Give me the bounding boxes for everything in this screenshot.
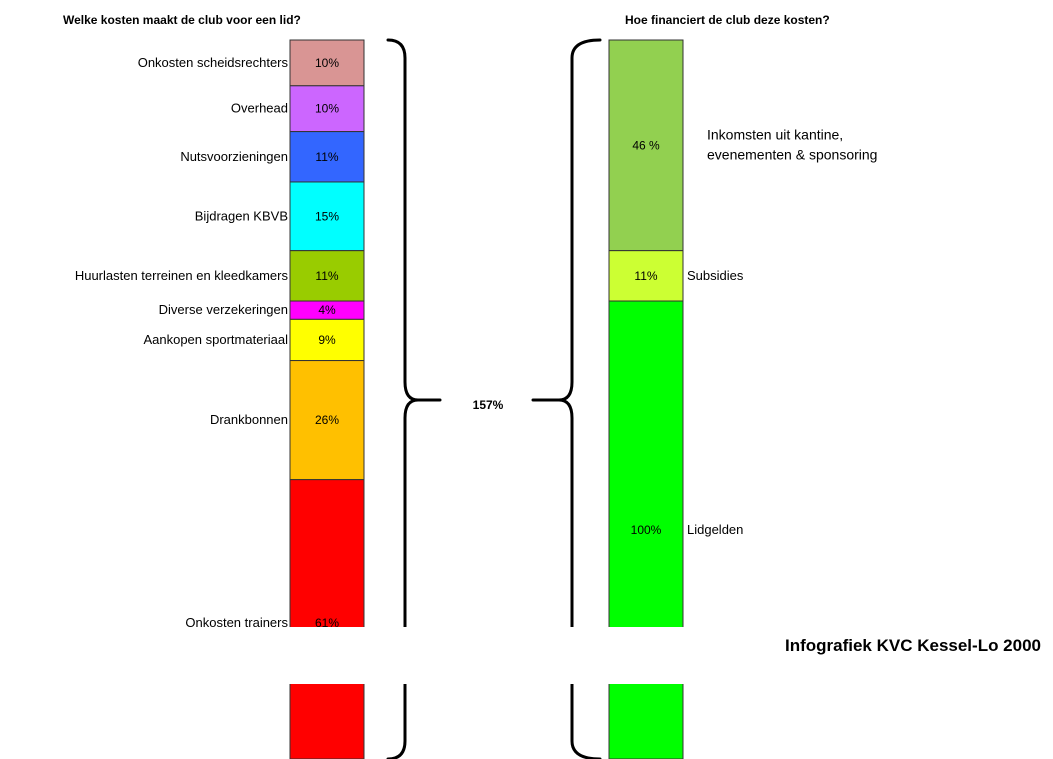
cost-category-label: Nutsvoorzieningen (180, 149, 288, 164)
cost-value-label: 11% (315, 269, 338, 283)
cost-value-label: 10% (315, 102, 339, 116)
credit-text: Infografiek KVC Kessel-Lo 2000 (784, 636, 1041, 655)
cost-segment (289, 479, 365, 759)
cost-segment (289, 39, 365, 87)
image-gap (0, 627, 1053, 684)
cost-category-label: Bijdragen KBVB (195, 208, 288, 223)
financing-value-label: 100% (631, 523, 662, 537)
cost-category-label: Diverse verzekeringen (159, 302, 288, 317)
cost-category-label: Aankopen sportmateriaal (143, 332, 288, 347)
cost-value-label: 61% (315, 616, 339, 630)
financing-value-label: 46 % (632, 138, 660, 152)
financing-category-label: evenementen & sponsoring (707, 146, 877, 162)
chart-title-financing: Hoe financiert de club deze kosten? (625, 13, 830, 27)
cost-segment (289, 250, 365, 302)
cost-value-label: 26% (315, 413, 339, 427)
chart-title-costs: Welke kosten maakt de club voor een lid? (63, 13, 301, 27)
total-label: 157% (473, 398, 504, 412)
cost-value-label: 10% (315, 56, 339, 70)
left-brace (386, 38, 442, 759)
cost-category-label: Onkosten trainers (185, 615, 288, 630)
financing-category-label: Inkomsten uit kantine, (707, 126, 843, 142)
cost-value-label: 9% (318, 333, 336, 347)
cost-segment (289, 360, 365, 481)
cost-value-label: 11% (315, 150, 338, 164)
financing-category-label: Lidgelden (687, 522, 743, 537)
financing-category-label: Subsidies (687, 268, 744, 283)
cost-value-label: 15% (315, 209, 339, 223)
cost-segment (289, 85, 365, 133)
cost-value-label: 4% (318, 303, 336, 317)
cost-category-label: Onkosten scheidsrechters (138, 55, 289, 70)
right-brace (531, 38, 602, 759)
cost-category-label: Huurlasten terreinen en kleedkamers (75, 268, 289, 283)
cost-category-label: Drankbonnen (210, 412, 288, 427)
financing-segment (608, 39, 684, 252)
cost-category-label: Overhead (231, 101, 288, 116)
financing-value-label: 11% (634, 269, 657, 283)
